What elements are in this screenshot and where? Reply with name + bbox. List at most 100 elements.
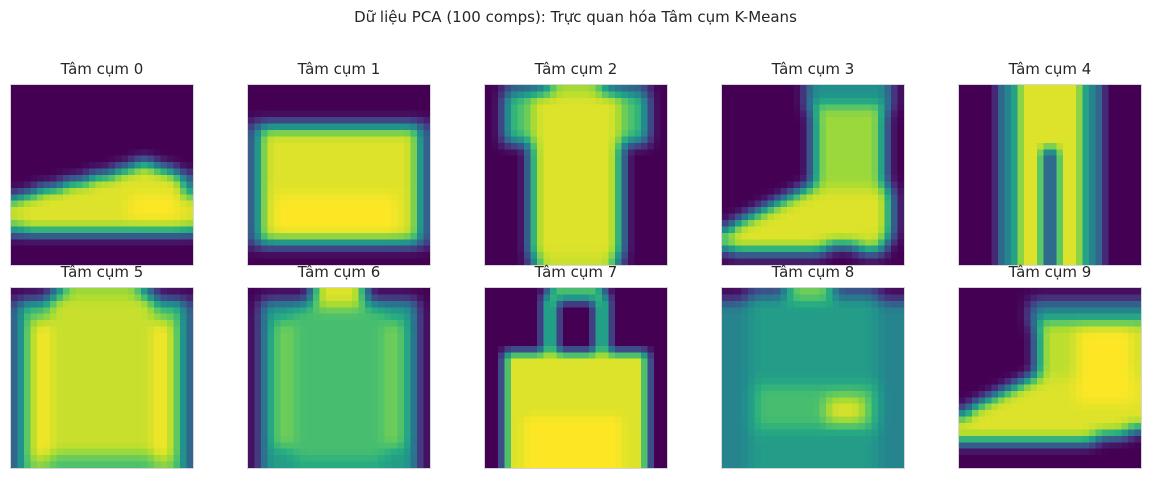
heatmap-cell: [965, 207, 973, 214]
heatmap-cell: [878, 149, 885, 157]
heatmap-cell: [30, 345, 38, 353]
heatmap-cell: [1134, 194, 1141, 202]
heatmap-cell: [767, 220, 775, 227]
heatmap-cell: [589, 85, 596, 92]
heatmap-cell: [102, 461, 109, 468]
heatmap-cell: [1017, 155, 1025, 163]
heatmap-cell: [491, 130, 499, 137]
heatmap-cell: [378, 175, 385, 182]
heatmap-cell: [826, 213, 833, 221]
heatmap-cell: [69, 175, 77, 182]
heatmap-cell: [173, 142, 181, 150]
heatmap-cell: [76, 435, 83, 443]
heatmap-cell: [17, 181, 25, 189]
heatmap-cell: [741, 187, 749, 195]
heatmap-cell: [498, 104, 505, 112]
heatmap-cell: [991, 245, 999, 253]
heatmap-cell: [115, 175, 122, 182]
heatmap-cell: [11, 226, 18, 234]
heatmap-cell: [767, 194, 775, 202]
heatmap-cell: [76, 149, 83, 157]
heatmap-cell: [37, 423, 44, 430]
heatmap-cell: [89, 175, 96, 182]
heatmap-cell: [1134, 175, 1141, 182]
heatmap-cell: [76, 162, 83, 169]
heatmap-cell: [384, 258, 392, 265]
heatmap-cell: [423, 104, 430, 112]
heatmap-cell: [891, 136, 898, 144]
heatmap-cell: [147, 455, 155, 462]
heatmap-cell: [1095, 168, 1103, 176]
heatmap-cell: [89, 194, 96, 202]
heatmap-cell: [595, 123, 603, 131]
heatmap-cell: [391, 123, 398, 131]
heatmap-cell: [56, 429, 64, 437]
heatmap-cell: [1017, 252, 1025, 259]
heatmap-cell: [141, 384, 148, 392]
heatmap-cell: [761, 239, 768, 247]
heatmap-cell: [50, 117, 57, 124]
heatmap-cell: [371, 313, 379, 321]
heatmap-cell: [1069, 175, 1077, 182]
heatmap-cell: [485, 187, 492, 195]
heatmap-cell: [404, 313, 411, 321]
heatmap-cell: [517, 97, 525, 105]
heatmap-cell: [345, 97, 353, 105]
heatmap-cell: [95, 123, 103, 131]
heatmap-cell: [37, 371, 44, 379]
heatmap-cell: [761, 149, 768, 157]
heatmap-cell: [24, 313, 31, 321]
heatmap-cell: [858, 245, 866, 253]
heatmap-cell: [186, 423, 193, 430]
heatmap-cell: [991, 155, 999, 163]
heatmap-cell: [173, 365, 181, 372]
heatmap-cell: [550, 123, 557, 131]
heatmap-cell: [160, 85, 168, 92]
heatmap-cell: [569, 168, 577, 176]
heatmap-cell: [154, 416, 161, 424]
heatmap-cell: [287, 181, 294, 189]
heatmap-cell: [417, 213, 424, 221]
heatmap-cell: [602, 194, 609, 202]
heatmap-cell: [56, 371, 64, 379]
heatmap-cell: [17, 320, 25, 327]
heatmap-cell: [530, 104, 538, 112]
heatmap-cell: [628, 245, 635, 253]
heatmap-cell: [602, 239, 609, 247]
heatmap-cell: [1030, 136, 1038, 144]
heatmap-cell: [95, 239, 103, 247]
heatmap-cell: [154, 423, 161, 430]
heatmap-cell: [498, 175, 505, 182]
heatmap-cell: [180, 333, 187, 340]
heatmap-cell: [832, 168, 840, 176]
heatmap-cell: [634, 136, 642, 144]
heatmap-cell: [774, 200, 781, 208]
heatmap-cell: [173, 333, 181, 340]
heatmap-cell: [550, 130, 557, 137]
heatmap-cell: [780, 187, 788, 195]
heatmap-cell: [30, 181, 38, 189]
heatmap-cell: [728, 130, 736, 137]
heatmap-cell: [1082, 175, 1090, 182]
heatmap-cell: [186, 384, 193, 392]
heatmap-cell: [280, 97, 288, 105]
heatmap-cell: [287, 130, 294, 137]
heatmap-cell: [852, 187, 859, 195]
heatmap-cell: [1134, 142, 1141, 150]
heatmap-cell: [1063, 130, 1070, 137]
heatmap-cell: [417, 258, 424, 265]
heatmap-cell: [1069, 162, 1077, 169]
heatmap-cell: [37, 410, 44, 417]
heatmap-cell: [748, 97, 755, 105]
heatmap-cell: [1017, 239, 1025, 247]
heatmap-cell: [274, 91, 281, 99]
heatmap-cell: [261, 326, 268, 334]
heatmap-cell: [1121, 181, 1129, 189]
heatmap-cell: [1108, 142, 1116, 150]
heatmap-cell: [991, 117, 999, 124]
heatmap-cell: [267, 175, 275, 182]
heatmap-cell: [121, 149, 129, 157]
heatmap-cell: [95, 410, 103, 417]
heatmap-cell: [511, 85, 518, 92]
heatmap-cell: [56, 258, 64, 265]
